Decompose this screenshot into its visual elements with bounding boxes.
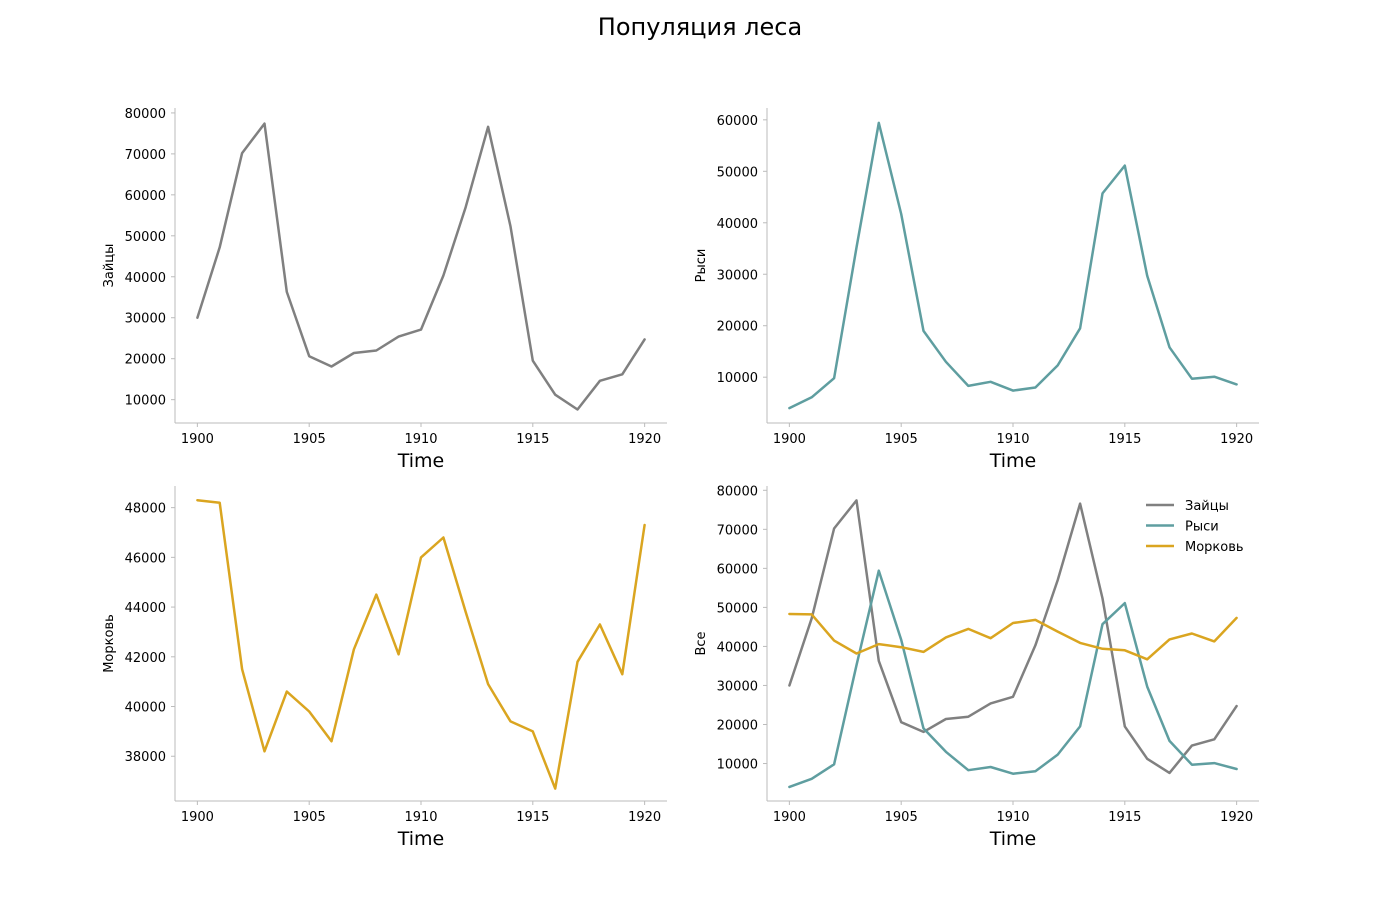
x-axis-label: Time — [989, 450, 1037, 472]
x-tick-label: 1900 — [181, 810, 214, 825]
y-tick-label: 40000 — [717, 640, 758, 655]
y-tick-label: 20000 — [125, 353, 166, 368]
y-tick-label: 10000 — [717, 758, 758, 773]
y-tick-label: 20000 — [717, 718, 758, 733]
x-tick-label: 1920 — [1220, 810, 1253, 825]
figure-title: Популяция леса — [597, 13, 803, 41]
y-axis-label: Зайцы — [102, 244, 117, 288]
y-tick-label: 60000 — [717, 114, 758, 129]
series-line-Рыси — [788, 569, 1238, 789]
y-tick-label: 80000 — [125, 107, 166, 122]
y-tick-label: 46000 — [125, 551, 166, 566]
y-tick-label: 30000 — [717, 268, 758, 283]
y-tick-label: 10000 — [717, 371, 758, 386]
x-tick-label: 1920 — [1220, 432, 1253, 447]
y-tick-label: 50000 — [125, 230, 166, 245]
x-tick-label: 1920 — [628, 810, 661, 825]
y-tick-label: 30000 — [125, 312, 166, 327]
x-tick-label: 1905 — [885, 432, 918, 447]
y-tick-label: 50000 — [717, 601, 758, 616]
y-axis-label: Все — [694, 631, 709, 655]
y-tick-label: 40000 — [125, 271, 166, 286]
series-line-Морковь — [788, 612, 1238, 661]
x-tick-label: 1905 — [293, 810, 326, 825]
x-axis-label: Time — [397, 828, 445, 850]
y-tick-label: 20000 — [717, 320, 758, 335]
x-tick-label: 1915 — [516, 810, 549, 825]
x-tick-label: 1910 — [404, 432, 437, 447]
x-tick-label: 1920 — [628, 432, 661, 447]
y-tick-label: 80000 — [717, 484, 758, 499]
panel-all: 1900 1905 1910 1915 1920 10000 20000 30000 40000… — [694, 484, 1259, 850]
x-tick-label: 1900 — [181, 432, 214, 447]
x-tick-label: 1900 — [773, 432, 806, 447]
x-axis-label: Time — [397, 450, 445, 472]
y-tick-label: 10000 — [125, 394, 166, 409]
legend-label: Рыси — [1185, 520, 1219, 535]
y-tick-label: 60000 — [717, 562, 758, 577]
legend-label: Морковь — [1185, 540, 1244, 555]
y-tick-label: 30000 — [717, 679, 758, 694]
y-tick-label: 48000 — [125, 502, 166, 517]
x-tick-label: 1915 — [1108, 810, 1141, 825]
x-tick-label: 1905 — [293, 432, 326, 447]
x-tick-label: 1910 — [996, 810, 1029, 825]
x-axis-label: Time — [989, 828, 1037, 850]
series-line-Зайцы — [788, 499, 1238, 775]
x-tick-label: 1915 — [1108, 432, 1141, 447]
x-tick-label: 1915 — [516, 432, 549, 447]
y-tick-label: 60000 — [125, 189, 166, 204]
y-tick-label: 70000 — [717, 523, 758, 538]
series-line-Зайцы — [196, 122, 646, 411]
y-axis-label: Морковь — [102, 614, 117, 673]
panel-carrots: 1900 1905 1910 1915 1920 38000 40000 42000 44000… — [102, 486, 667, 850]
panel-hares: 1900 1905 1910 1915 1920 10000 20000 30000 40000… — [102, 107, 667, 472]
y-tick-label: 40000 — [125, 701, 166, 716]
legend-label: Зайцы — [1185, 499, 1229, 514]
y-tick-label: 38000 — [125, 750, 166, 765]
y-tick-label: 42000 — [125, 651, 166, 666]
series-line-Рыси — [788, 121, 1238, 410]
legend: Зайцы Рыси Морковь — [1146, 499, 1244, 555]
series-line-Морковь — [196, 498, 646, 790]
y-tick-label: 70000 — [125, 148, 166, 163]
y-tick-label: 40000 — [717, 217, 758, 232]
x-tick-label: 1900 — [773, 810, 806, 825]
x-tick-label: 1910 — [404, 810, 437, 825]
y-axis-label: Рыси — [694, 249, 709, 283]
x-tick-label: 1905 — [885, 810, 918, 825]
x-tick-label: 1910 — [996, 432, 1029, 447]
y-tick-label: 44000 — [125, 601, 166, 616]
y-tick-label: 50000 — [717, 165, 758, 180]
panel-lynx: 1900 1905 1910 1915 1920 10000 20000 30000 40000… — [694, 108, 1259, 472]
